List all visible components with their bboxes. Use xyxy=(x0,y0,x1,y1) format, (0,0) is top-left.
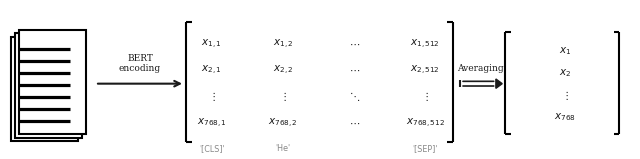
Text: $\vdots$: $\vdots$ xyxy=(208,90,216,103)
Bar xyxy=(19,30,86,134)
Text: $\cdots$: $\cdots$ xyxy=(349,119,360,128)
Bar xyxy=(11,37,78,141)
Text: BERT
encoding: BERT encoding xyxy=(119,54,161,73)
Text: $x_{2,2}$: $x_{2,2}$ xyxy=(273,64,293,77)
Text: $x_1$: $x_1$ xyxy=(559,45,572,57)
Text: $x_{2,1}$: $x_{2,1}$ xyxy=(202,64,222,77)
Text: $x_{768}$: $x_{768}$ xyxy=(554,111,576,123)
Text: '[SEP]': '[SEP]' xyxy=(412,144,438,153)
Text: Averaging: Averaging xyxy=(456,64,503,73)
Text: $x_{1,2}$: $x_{1,2}$ xyxy=(273,38,293,51)
Bar xyxy=(15,33,82,138)
Text: $\vdots$: $\vdots$ xyxy=(279,90,287,103)
Text: $x_{768,2}$: $x_{768,2}$ xyxy=(268,117,298,130)
Text: $x_{1,512}$: $x_{1,512}$ xyxy=(410,38,440,51)
Text: $\cdots$: $\cdots$ xyxy=(349,66,360,75)
Text: $\ddots$: $\ddots$ xyxy=(349,90,360,103)
Text: $x_2$: $x_2$ xyxy=(559,67,572,79)
Text: $\vdots$: $\vdots$ xyxy=(421,90,429,103)
Text: '[CLS]': '[CLS]' xyxy=(199,144,225,153)
Text: $x_{768,1}$: $x_{768,1}$ xyxy=(196,117,227,130)
Text: $\cdots$: $\cdots$ xyxy=(349,40,360,49)
Text: $x_{1,1}$: $x_{1,1}$ xyxy=(202,38,222,51)
Polygon shape xyxy=(496,79,502,88)
Text: $x_{768,512}$: $x_{768,512}$ xyxy=(406,117,445,130)
Text: $\vdots$: $\vdots$ xyxy=(561,89,569,102)
Text: $x_{2,512}$: $x_{2,512}$ xyxy=(410,64,440,77)
Text: 'He': 'He' xyxy=(275,144,291,153)
